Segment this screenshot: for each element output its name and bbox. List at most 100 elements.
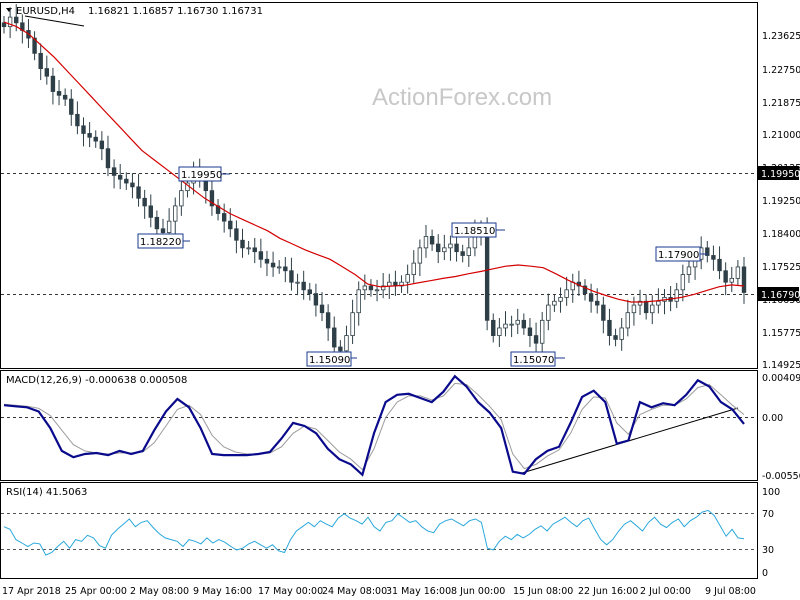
candle (558, 297, 563, 302)
x-tick-label: 9 May 16:00 (193, 586, 252, 597)
annotation-box (510, 351, 556, 367)
x-tick-label: 2 May 08:00 (130, 586, 189, 597)
price-tick-label: 1.21000 (762, 130, 800, 141)
candle (497, 327, 502, 336)
candle (680, 274, 686, 291)
candle (735, 266, 741, 279)
candle (166, 220, 172, 234)
candle (650, 304, 655, 314)
annotation-label: 1.18510 (454, 226, 495, 237)
candle (448, 243, 453, 249)
annotations: 1.19950 1.18220 1.15090 1.18510 1.15070 … (137, 166, 708, 367)
candle (264, 258, 270, 264)
candle (1, 22, 7, 28)
candle (87, 133, 92, 138)
x-tick-label: 8 Jun 00:00 (451, 586, 505, 597)
x-tick-label: 2 Jul 00:00 (640, 586, 691, 597)
rsi-tick-label: 70 (762, 509, 774, 520)
candle (313, 293, 319, 306)
candle (515, 319, 520, 325)
candle (38, 52, 43, 70)
price-tick-label: 1.19250 (762, 196, 800, 207)
candle (325, 312, 331, 329)
candle (717, 258, 722, 272)
x-tick-label: 9 Jul 08:00 (705, 586, 756, 597)
candle (674, 289, 679, 302)
price-tick-label: 1.22750 (762, 65, 800, 76)
candle (234, 228, 239, 241)
ma-line (3, 21, 745, 303)
candle (246, 247, 251, 250)
candle (173, 205, 178, 222)
candle (221, 213, 227, 222)
candle (741, 266, 747, 293)
candle (436, 243, 441, 253)
candle (533, 335, 539, 344)
candle (209, 190, 215, 207)
candle (368, 285, 374, 291)
annotation-label: 1.15070 (513, 355, 554, 366)
candle (228, 220, 233, 230)
candle (656, 300, 661, 306)
rsi-tick-label: 100 (762, 487, 780, 498)
candle (258, 251, 264, 260)
candle (99, 140, 105, 150)
price-tag-box (758, 166, 799, 180)
price-tick-label: 1.21875 (762, 98, 800, 109)
candle (417, 247, 423, 264)
candle (124, 178, 129, 184)
candle (252, 247, 257, 253)
price-tag-box (758, 287, 799, 301)
candle (374, 289, 380, 292)
candle (56, 91, 62, 96)
rsi-panel (0, 482, 758, 579)
watermark: ActionForex.com (372, 84, 552, 111)
candle (705, 247, 710, 256)
candle (442, 247, 447, 253)
candle (332, 327, 337, 348)
macd-panel (0, 370, 758, 481)
candle (344, 335, 349, 352)
rsi-title: RSI(14) 41.5063 (6, 487, 87, 498)
candle (295, 281, 300, 284)
rsi-tick-label: 30 (762, 545, 774, 556)
candle (454, 243, 459, 253)
candle (319, 304, 325, 314)
candle (613, 335, 618, 340)
price-tick-label: 1.23625 (762, 31, 800, 42)
candle (423, 236, 429, 249)
price-tag: 1.16790 (761, 290, 800, 301)
price-tick-label: 1.15775 (762, 328, 800, 339)
rsi-tick-label: 0 (762, 568, 768, 579)
candle (277, 266, 282, 269)
candle (105, 148, 111, 169)
candle (356, 289, 361, 314)
annotation-box (306, 351, 352, 367)
x-tick-label: 24 May 08:00 (322, 586, 387, 597)
candle (270, 262, 276, 268)
candle (179, 190, 184, 207)
candle (160, 228, 166, 234)
candles (1, 4, 747, 363)
macd-line (3, 374, 745, 477)
macd-title: MACD(12,26,9) -0.000638 0.000508 (6, 375, 187, 386)
macd-tick-label: 0.00 (762, 413, 783, 424)
x-axis: 17 Apr 2018 25 Apr 00:00 2 May 08:00 9 M… (2, 586, 756, 597)
x-tick-label: 31 May 16:00 (386, 586, 451, 597)
candle (637, 300, 643, 306)
candle (491, 319, 496, 336)
price-tag: 1.19950 (761, 169, 800, 180)
candle (380, 285, 386, 291)
candle (607, 319, 612, 336)
candle (686, 266, 692, 275)
candle (44, 68, 50, 77)
candle (50, 75, 56, 92)
candle (643, 300, 649, 314)
price-tick-label: 1.17525 (762, 262, 800, 273)
candle (711, 255, 716, 260)
annotation-label: 1.15090 (309, 355, 350, 366)
price-tick-label: 1.18400 (762, 229, 800, 240)
candle (619, 327, 624, 340)
candle (411, 262, 416, 275)
